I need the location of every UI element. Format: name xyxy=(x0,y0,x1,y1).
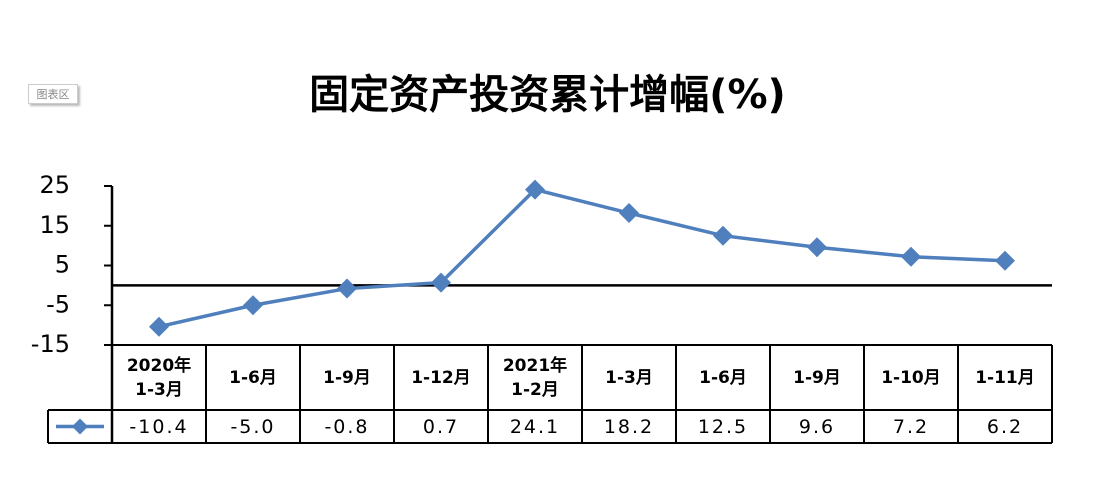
value-label: 18.2 xyxy=(603,415,655,438)
x-tick-label: 1-6月 xyxy=(229,367,277,388)
x-tick-label: 1-9月 xyxy=(793,367,841,388)
legend-key xyxy=(72,418,88,435)
value-label: 12.5 xyxy=(697,415,749,438)
chart-title: 固定资产投资累计增幅(%) xyxy=(309,72,786,118)
marker xyxy=(337,278,357,299)
chart-area-tag: 图表区 xyxy=(28,84,78,104)
marker xyxy=(713,225,733,246)
marker xyxy=(619,203,639,224)
x-tick-label: 1-12月 xyxy=(411,367,471,388)
x-tick-label: 1-6月 xyxy=(699,367,747,388)
value-label: 24.1 xyxy=(509,415,561,438)
marker xyxy=(149,316,169,337)
series-line xyxy=(158,187,1006,329)
y-tick-label: -5 xyxy=(46,290,70,318)
y-tick-label: 15 xyxy=(39,211,70,239)
x-tick-label: 2020年 1-3月 xyxy=(126,355,192,400)
value-label: 0.7 xyxy=(422,415,460,438)
x-tick-label: 2021年 1-2月 xyxy=(502,355,568,400)
value-label: -0.8 xyxy=(324,415,370,438)
value-label: -10.4 xyxy=(129,415,189,438)
marker xyxy=(807,237,827,258)
x-tick-label: 1-11月 xyxy=(975,367,1035,388)
y-tick-label: 5 xyxy=(55,251,70,279)
y-tick-label: -15 xyxy=(31,330,70,358)
marker xyxy=(431,272,451,293)
value-label: 6.2 xyxy=(986,415,1024,438)
marker xyxy=(901,246,921,267)
value-label: 9.6 xyxy=(798,415,836,438)
x-tick-label: 1-10月 xyxy=(881,367,941,388)
x-tick-label: 1-3月 xyxy=(605,367,653,388)
y-tick-label: 25 xyxy=(39,171,70,199)
value-label: 7.2 xyxy=(892,415,930,438)
x-tick-label: 1-9月 xyxy=(323,367,371,388)
marker xyxy=(243,295,263,316)
marker xyxy=(995,250,1015,271)
marker xyxy=(525,179,545,200)
value-label: -5.0 xyxy=(230,415,276,438)
